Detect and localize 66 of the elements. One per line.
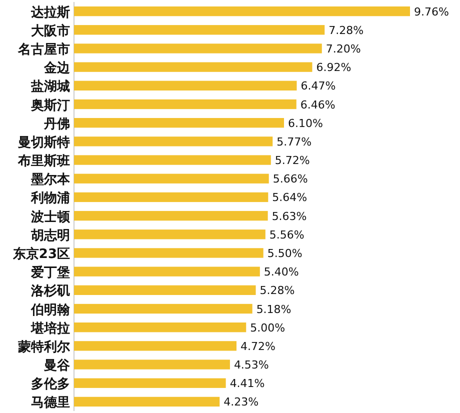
y-tick-label: 波士顿 <box>30 210 71 225</box>
y-tick-label: 墨尔本 <box>30 172 71 188</box>
bar <box>74 285 256 295</box>
y-tick-label: 东京23区 <box>12 246 70 262</box>
y-tick-label: 爱丁堡 <box>30 264 70 281</box>
data-label: 4.41% <box>230 377 265 390</box>
y-tick-label: 胡志明 <box>30 227 70 244</box>
bar <box>74 192 268 202</box>
data-label: 5.77% <box>276 135 312 148</box>
y-tick-label: 名古屋市 <box>17 41 70 58</box>
bar <box>74 230 266 240</box>
data-label: 6.92% <box>316 61 352 74</box>
data-label: 4.23% <box>224 396 259 409</box>
data-label: 5.40% <box>264 266 299 279</box>
bar <box>74 118 284 128</box>
bar <box>74 6 410 16</box>
y-tick-label: 伯明翰 <box>30 302 71 318</box>
bar <box>74 80 297 90</box>
bar <box>74 210 268 221</box>
y-tick-label: 金边 <box>43 61 71 76</box>
bar <box>74 378 226 388</box>
bar <box>74 136 273 146</box>
data-label: 4.72% <box>240 340 276 353</box>
data-label: 5.50% <box>267 246 302 260</box>
bar <box>74 62 312 72</box>
y-tick-label: 堪培拉 <box>30 320 70 336</box>
data-label: 6.47% <box>300 80 336 93</box>
data-label: 7.20% <box>326 42 361 56</box>
bar <box>74 396 220 407</box>
y-tick-label: 马德里 <box>31 396 70 411</box>
data-label: 5.18% <box>256 302 292 316</box>
data-label: 5.72% <box>274 154 310 168</box>
data-label: 5.64% <box>272 191 308 204</box>
data-label: 6.10% <box>288 116 323 130</box>
bar <box>74 99 296 110</box>
y-tick-label: 达拉斯 <box>30 5 70 20</box>
data-label: 7.28% <box>328 24 364 37</box>
bar <box>74 174 269 184</box>
bar <box>74 266 260 276</box>
data-label: 5.63% <box>272 210 307 223</box>
bar <box>74 360 230 370</box>
y-tick-label: 蒙特利尔 <box>17 338 71 355</box>
data-label: 5.66% <box>272 172 308 186</box>
y-tick-label: 盐湖城 <box>30 78 70 95</box>
bar <box>74 155 271 165</box>
bar <box>74 25 325 35</box>
data-label: 5.56% <box>269 228 304 242</box>
data-label: 6.46% <box>300 98 336 112</box>
data-label: 5.00% <box>250 321 286 334</box>
y-tick-label: 多伦多 <box>31 377 70 392</box>
data-label: 9.76% <box>414 5 449 18</box>
data-label: 4.53% <box>234 358 269 372</box>
bar <box>74 341 236 351</box>
bar <box>74 304 252 314</box>
y-tick-label: 洛杉矶 <box>30 284 70 300</box>
bar <box>74 44 322 54</box>
y-tick-label: 利物浦 <box>30 190 70 206</box>
y-tick-label: 奥斯汀 <box>30 98 70 114</box>
y-tick-label: 曼切斯特 <box>17 135 70 150</box>
data-label: 5.28% <box>260 284 295 298</box>
y-tick-label: 丹佛 <box>43 116 70 132</box>
bar <box>74 322 246 332</box>
y-tick-label: 大阪市 <box>31 22 70 39</box>
y-tick-label: 布里斯班 <box>17 154 70 170</box>
y-tick-label: 曼谷 <box>43 358 71 374</box>
bar <box>74 248 264 258</box>
